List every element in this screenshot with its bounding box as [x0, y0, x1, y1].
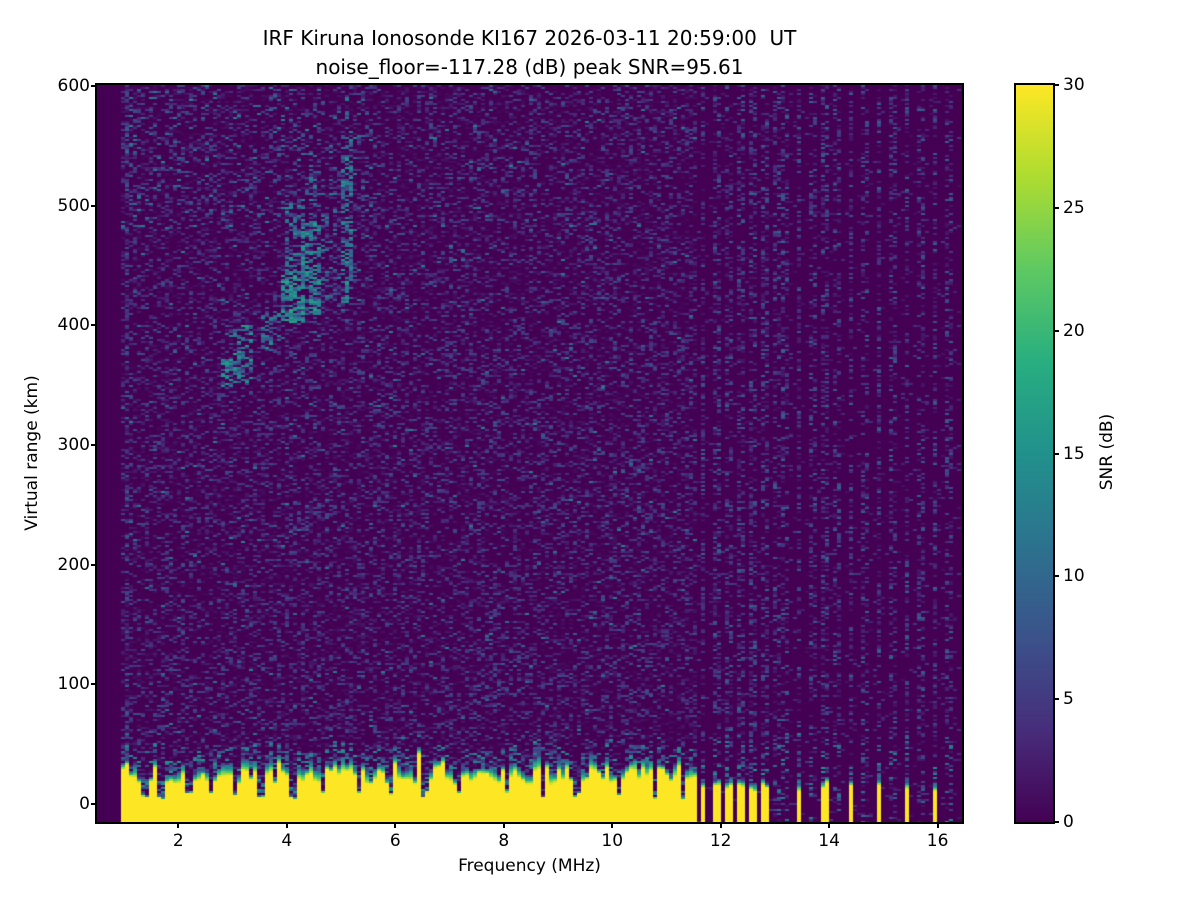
x-tick-mark: [719, 824, 722, 828]
y-tick-mark: [91, 803, 95, 806]
x-tick-label: 16: [926, 831, 949, 851]
x-tick-label: 6: [389, 831, 401, 851]
colorbar-tick-mark: [1055, 452, 1059, 455]
x-tick-label: 14: [818, 831, 840, 851]
x-tick-label: 8: [498, 831, 510, 851]
x-axis-title: Frequency (MHz): [458, 856, 601, 876]
x-tick-label: 12: [709, 831, 732, 851]
colorbar-gradient: [1016, 85, 1053, 822]
y-tick-mark: [91, 563, 95, 566]
colorbar-tick-label: 5: [1063, 689, 1074, 710]
y-tick-label: 600: [57, 76, 90, 97]
y-tick-label: 100: [57, 674, 90, 695]
y-tick-mark: [91, 204, 95, 207]
colorbar-tick-mark: [1055, 821, 1059, 823]
colorbar: [1014, 83, 1055, 824]
y-tick-mark: [91, 683, 95, 686]
colorbar-tick-mark: [1055, 84, 1059, 86]
colorbar-tick-label: 25: [1063, 197, 1085, 218]
x-tick-mark: [502, 824, 505, 828]
y-tick-label: 400: [57, 315, 90, 336]
y-tick-label: 0: [79, 794, 90, 815]
x-tick-mark: [936, 824, 939, 828]
colorbar-tick-label: 15: [1063, 443, 1085, 464]
chart-title: IRF Kiruna Ionosonde KI167 2026-03-11 20…: [262, 26, 797, 50]
heatmap-canvas: [97, 85, 962, 822]
colorbar-tick-label: 30: [1063, 75, 1085, 95]
x-tick-label: 2: [172, 831, 184, 851]
colorbar-tick-label: 0: [1063, 812, 1074, 832]
y-tick-label: 200: [57, 554, 90, 575]
y-tick-mark: [91, 85, 95, 88]
x-tick-mark: [611, 824, 614, 828]
colorbar-tick-mark: [1055, 329, 1059, 332]
x-tick-mark: [177, 824, 180, 828]
chart-subtitle: noise_floor=-117.28 (dB) peak SNR=95.61: [315, 55, 744, 79]
y-tick-mark: [91, 444, 95, 447]
y-tick-label: 500: [57, 195, 90, 216]
colorbar-tick-mark: [1055, 575, 1059, 578]
colorbar-tick-mark: [1055, 698, 1059, 701]
y-tick-mark: [91, 324, 95, 327]
x-tick-mark: [394, 824, 397, 828]
plot-area: [95, 83, 964, 824]
x-tick-label: 10: [601, 831, 624, 851]
colorbar-tick-label: 20: [1063, 320, 1085, 341]
colorbar-tick-label: 10: [1063, 566, 1085, 587]
colorbar-tick-mark: [1055, 206, 1059, 209]
y-tick-label: 300: [57, 435, 90, 456]
x-tick-label: 4: [281, 831, 293, 851]
x-tick-mark: [828, 824, 831, 828]
x-tick-mark: [285, 824, 288, 828]
